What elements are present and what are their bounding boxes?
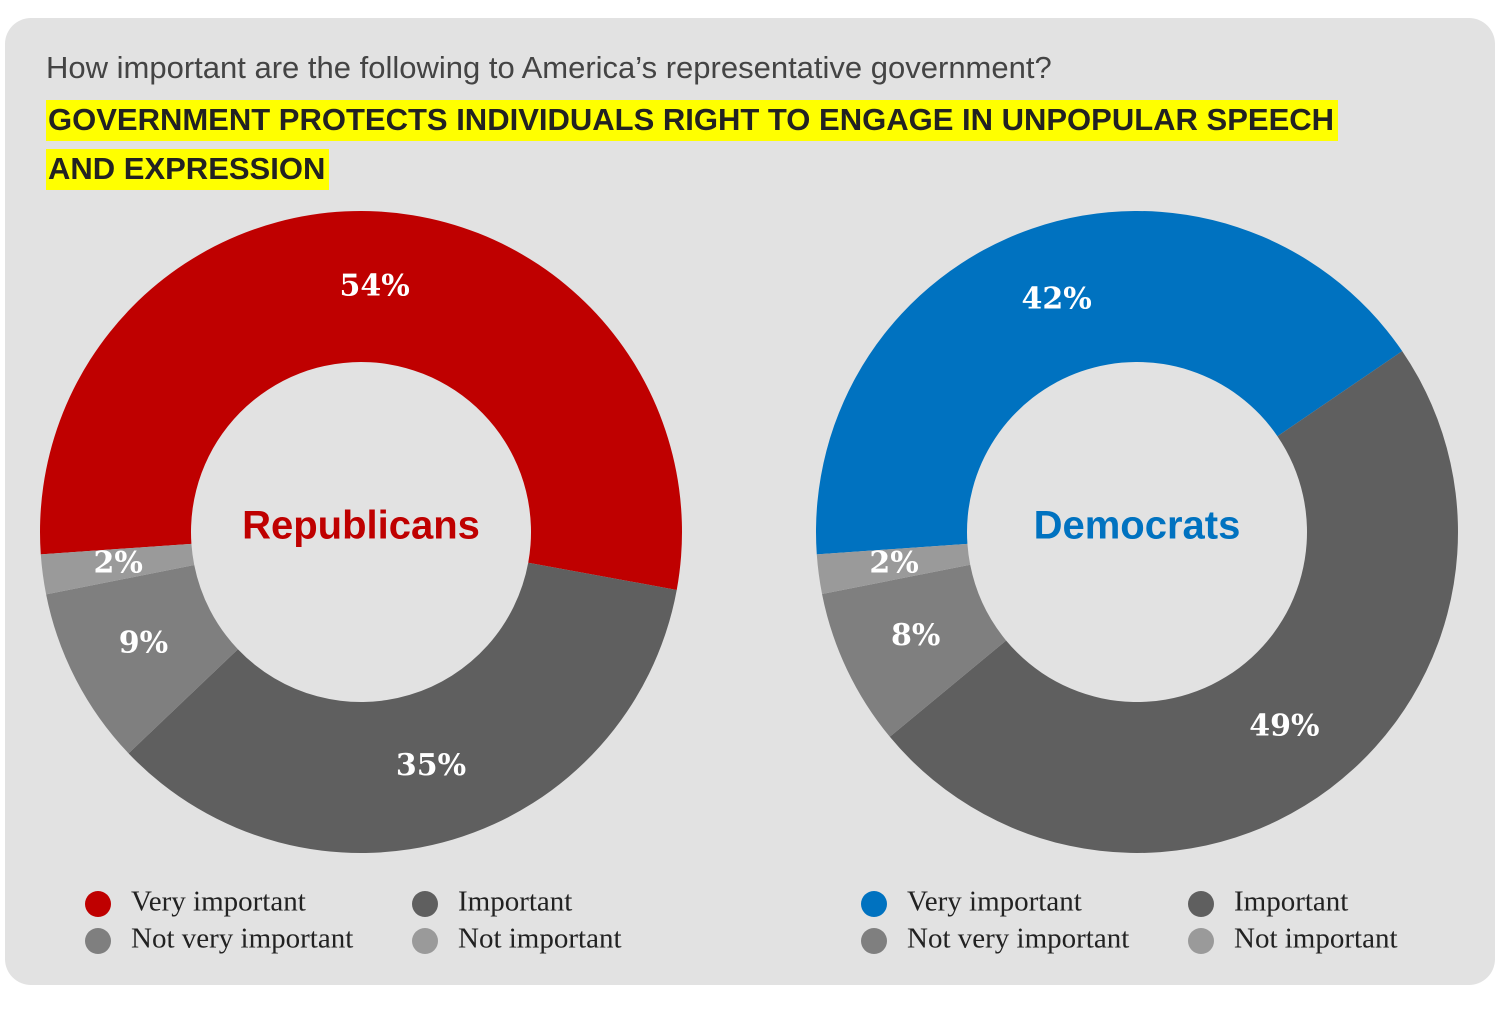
data-label: 54% xyxy=(340,268,410,303)
legend-label: Important xyxy=(458,886,572,918)
data-label: 9% xyxy=(119,626,168,661)
legend-label: Not very important xyxy=(907,923,1129,955)
legend-marker xyxy=(85,891,111,917)
donut-segment xyxy=(128,562,677,853)
legend-label: Not important xyxy=(1234,923,1398,955)
donut-segment xyxy=(822,564,1007,737)
legend-marker xyxy=(85,928,111,954)
legend-label: Very important xyxy=(131,886,306,918)
question: How important are the following to Ameri… xyxy=(46,50,1052,85)
center-title: Democrats xyxy=(1034,504,1241,548)
center-title: Republicans xyxy=(242,504,480,548)
donut-segment xyxy=(46,565,238,754)
legend-label: Not very important xyxy=(131,923,353,955)
legend-marker xyxy=(861,891,887,917)
legend-marker xyxy=(412,928,438,954)
legend-marker xyxy=(1188,928,1214,954)
data-label: 2% xyxy=(93,545,142,580)
data-label: 35% xyxy=(396,748,466,783)
donut-segment xyxy=(39,210,683,590)
donut-segment xyxy=(40,543,195,595)
legend-label: Not important xyxy=(458,923,622,955)
data-label: 8% xyxy=(891,618,940,653)
legend-marker xyxy=(412,891,438,917)
legend-marker xyxy=(1188,891,1214,917)
donut-segment xyxy=(889,351,1458,853)
legend-marker xyxy=(861,928,887,954)
donut-segment xyxy=(816,543,971,594)
data-label: 2% xyxy=(869,545,918,580)
donut-segment xyxy=(816,211,1403,555)
legend-label: Important xyxy=(1234,886,1348,918)
chart-title: GOVERNMENT PROTECTS INDIVIDUALS RIGHT TO… xyxy=(46,95,1376,193)
legend-label: Very important xyxy=(907,886,1082,918)
data-label: 49% xyxy=(1249,709,1319,744)
data-label: 42% xyxy=(1022,282,1092,317)
